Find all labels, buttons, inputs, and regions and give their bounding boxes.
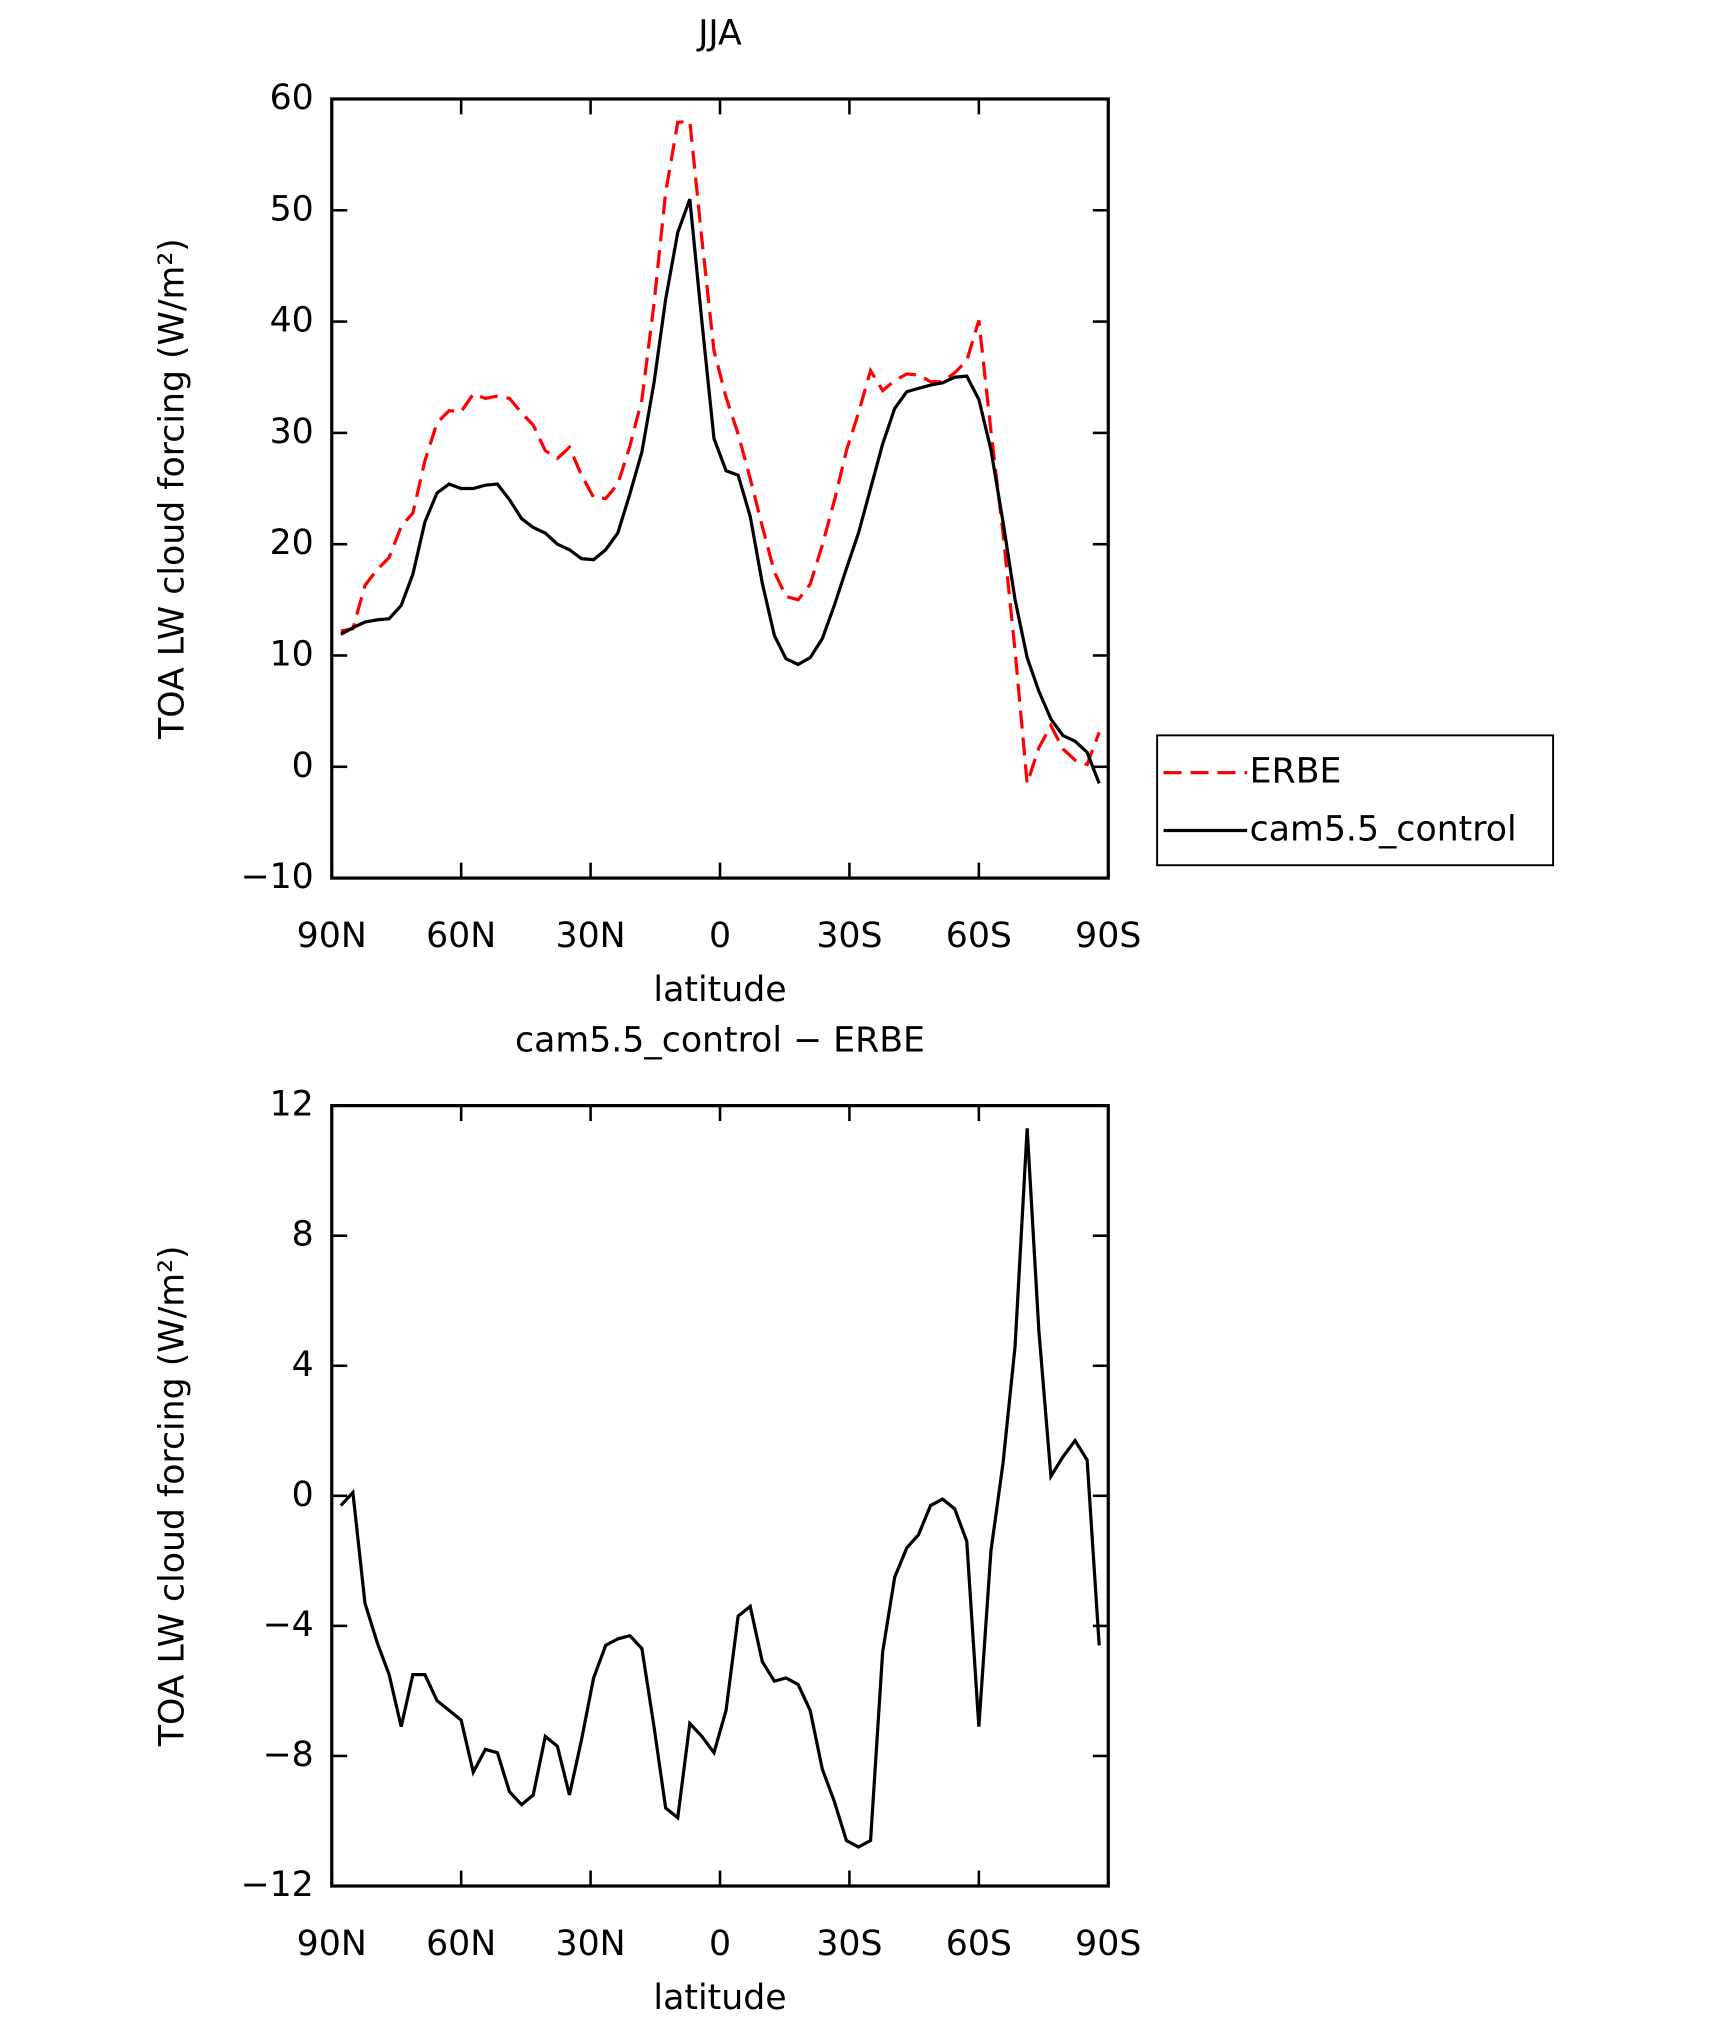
x-tick-label: 30S	[816, 1924, 882, 1964]
y-tick-label: −10	[241, 857, 314, 897]
y-tick-label: 12	[270, 1085, 314, 1125]
x-tick-label: 90S	[1075, 1924, 1141, 1964]
series-line	[339, 1128, 1101, 1849]
x-tick-label: 30N	[556, 916, 626, 956]
x-axis-label: latitude	[653, 970, 786, 1010]
y-tick-label: 40	[270, 301, 314, 341]
x-tick-label: 30S	[816, 916, 882, 956]
y-tick-label: 4	[292, 1345, 314, 1385]
y-tick-label: 0	[292, 1475, 314, 1515]
plot-frame	[330, 1104, 1110, 1888]
legend-label: cam5.5_control	[1250, 810, 1517, 850]
x-tick-label: 0	[709, 916, 731, 956]
y-tick-label: 50	[270, 189, 314, 229]
y-tick-label: −4	[263, 1605, 314, 1645]
x-tick-label: 60S	[946, 1924, 1012, 1964]
y-tick-label: −8	[263, 1735, 314, 1775]
series-line	[340, 119, 1101, 784]
y-tick-label: 8	[292, 1215, 314, 1255]
legend-label: ERBE	[1250, 752, 1342, 792]
x-tick-label: 90N	[297, 1924, 367, 1964]
x-tick-label: 90S	[1075, 916, 1141, 956]
x-tick-label: 60N	[426, 916, 496, 956]
x-tick-label: 60S	[946, 916, 1012, 956]
series-line	[340, 198, 1101, 785]
plot-frame	[330, 97, 1110, 880]
x-axis-label: latitude	[653, 1978, 786, 2018]
y-tick-label: 10	[270, 634, 314, 674]
x-tick-label: 90N	[297, 916, 367, 956]
y-tick-label: 20	[270, 523, 314, 563]
y-axis-label: TOA LW cloud forcing (W/m²)	[153, 238, 193, 740]
x-tick-label: 30N	[556, 1924, 626, 1964]
legend-box	[1156, 734, 1555, 867]
chart-title: cam5.5_control − ERBE	[515, 1020, 925, 1060]
y-tick-label: 60	[270, 78, 314, 118]
y-axis-label: TOA LW cloud forcing (W/m²)	[153, 1245, 193, 1747]
x-tick-label: 0	[709, 1924, 731, 1964]
x-tick-label: 60N	[426, 1924, 496, 1964]
y-tick-label: 30	[270, 412, 314, 452]
y-tick-label: 0	[292, 746, 314, 786]
y-tick-label: −12	[241, 1865, 314, 1905]
chart-title: JJA	[696, 14, 742, 54]
